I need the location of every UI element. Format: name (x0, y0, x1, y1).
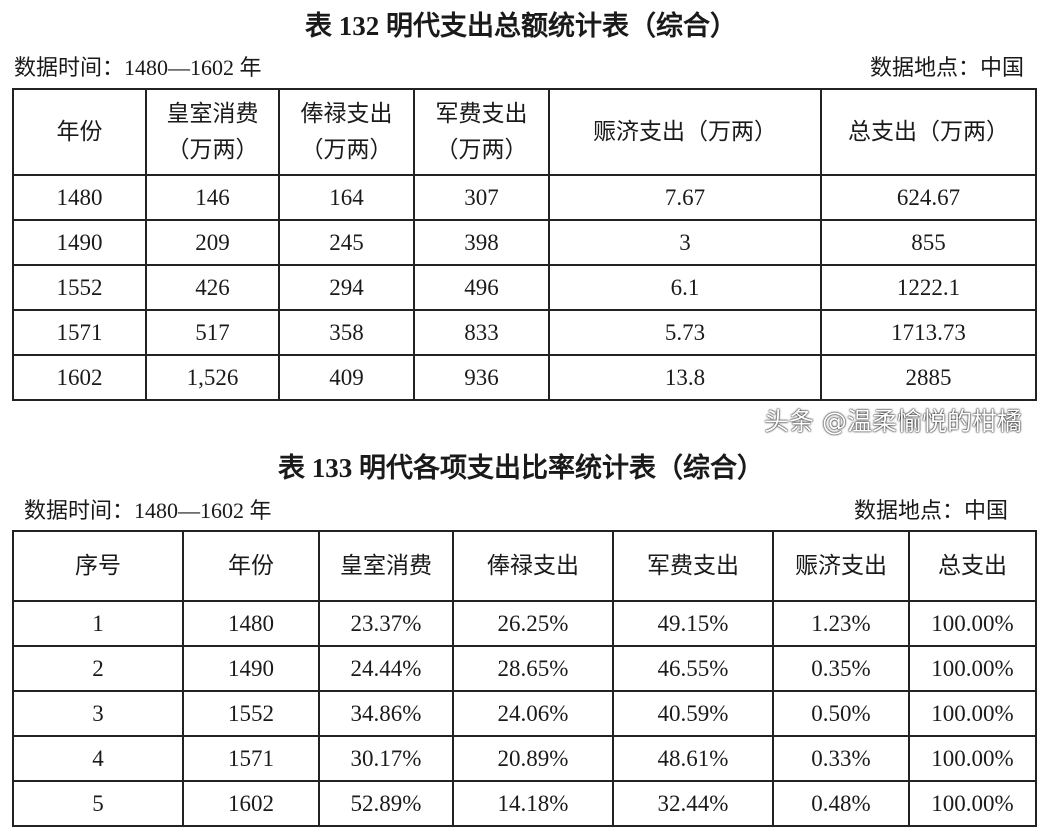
table-cell: 1713.73 (820, 309, 1037, 356)
table-cell: 24.06% (452, 690, 614, 737)
table-cell: 14.18% (452, 780, 614, 827)
table-cell: 13.8 (548, 354, 822, 401)
table-row: 1480 146 164 307 7.67 624.67 (12, 174, 1037, 221)
column-header: 赈济支出 (772, 530, 910, 602)
table-cell: 164 (278, 174, 415, 221)
table-cell: 517 (145, 309, 280, 356)
table-cell: 7.67 (548, 174, 822, 221)
column-header: 序号 (12, 530, 184, 602)
table-cell: 30.17% (318, 735, 454, 782)
table-cell: 0.50% (772, 690, 910, 737)
table-cell: 1552 (182, 690, 320, 737)
column-header: 总支出 (908, 530, 1037, 602)
table-cell: 46.55% (612, 645, 774, 692)
table-cell: 307 (413, 174, 550, 221)
table-row: 1 1480 23.37% 26.25% 49.15% 1.23% 100.00% (12, 600, 1037, 647)
table-cell: 0.33% (772, 735, 910, 782)
table-cell: 209 (145, 219, 280, 266)
table-cell: 358 (278, 309, 415, 356)
table-cell: 1.23% (772, 600, 910, 647)
table-cell: 1490 (182, 645, 320, 692)
table-cell: 426 (145, 264, 280, 311)
table-row: 5 1602 52.89% 14.18% 32.44% 0.48% 100.00% (12, 780, 1037, 827)
column-header: 皇室消费（万两） (145, 88, 280, 176)
table-cell: 1480 (182, 600, 320, 647)
column-header: 军费支出（万两） (413, 88, 550, 176)
table2-time: 数据时间：1480—1602 年 (24, 498, 272, 523)
table-cell: 1480 (12, 174, 147, 221)
table-cell: 2885 (820, 354, 1037, 401)
table-cell: 3 (548, 219, 822, 266)
table1-title: 表 132 明代支出总额统计表（综合） (305, 11, 737, 41)
table-cell: 48.61% (612, 735, 774, 782)
table-cell: 146 (145, 174, 280, 221)
watermark: 头条 @温柔愉悦的柑橘 (764, 407, 1022, 436)
table-cell: 1490 (12, 219, 147, 266)
table-cell: 23.37% (318, 600, 454, 647)
table-cell: 833 (413, 309, 550, 356)
table-row: 4 1571 30.17% 20.89% 48.61% 0.33% 100.00% (12, 735, 1037, 782)
table-cell: 5 (12, 780, 184, 827)
table-row: 1490 209 245 398 3 855 (12, 219, 1037, 266)
table-cell: 1552 (12, 264, 147, 311)
table-cell: 52.89% (318, 780, 454, 827)
table-cell: 34.86% (318, 690, 454, 737)
table-cell: 855 (820, 219, 1037, 266)
table-cell: 1571 (12, 309, 147, 356)
table-cell: 496 (413, 264, 550, 311)
table-cell: 40.59% (612, 690, 774, 737)
table1-header-row: 年份 皇室消费（万两） 俸禄支出（万两） 军费支出（万两） 赈济支出（万两） 总支出（万两… (12, 88, 1037, 176)
table-cell: 4 (12, 735, 184, 782)
table-cell: 1602 (182, 780, 320, 827)
table-cell: 100.00% (908, 690, 1037, 737)
table-cell: 398 (413, 219, 550, 266)
column-header: 皇室消费 (318, 530, 454, 602)
table-cell: 1602 (12, 354, 147, 401)
table-cell: 100.00% (908, 600, 1037, 647)
table2-place: 数据地点：中国 (853, 498, 1008, 523)
table-row: 1552 426 294 496 6.1 1222.1 (12, 264, 1037, 311)
table-cell: 245 (278, 219, 415, 266)
table-cell: 1571 (182, 735, 320, 782)
table-row: 2 1490 24.44% 28.65% 46.55% 0.35% 100.00% (12, 645, 1037, 692)
table-cell: 49.15% (612, 600, 774, 647)
table-cell: 1222.1 (820, 264, 1037, 311)
table-row: 1571 517 358 833 5.73 1713.73 (12, 309, 1037, 356)
column-header: 年份 (182, 530, 320, 602)
table-row: 3 1552 34.86% 24.06% 40.59% 0.50% 100.00% (12, 690, 1037, 737)
table-cell: 294 (278, 264, 415, 311)
column-header: 俸禄支出（万两） (278, 88, 415, 176)
column-header: 军费支出 (612, 530, 774, 602)
table-cell: 28.65% (452, 645, 614, 692)
table-cell: 624.67 (820, 174, 1037, 221)
column-header: 赈济支出（万两） (548, 88, 822, 176)
table2-header-row: 序号 年份 皇室消费 俸禄支出 军费支出 赈济支出 总支出 (12, 530, 1037, 602)
table-cell: 32.44% (612, 780, 774, 827)
table-cell: 3 (12, 690, 184, 737)
column-header: 年份 (12, 88, 147, 176)
table2: 序号 年份 皇室消费 俸禄支出 军费支出 赈济支出 总支出 1 1480 23.37% 26.25… (12, 530, 1037, 827)
table-cell: 100.00% (908, 645, 1037, 692)
table-cell: 0.35% (772, 645, 910, 692)
table1: 年份 皇室消费（万两） 俸禄支出（万两） 军费支出（万两） 赈济支出（万两） 总支出（万两… (12, 88, 1037, 401)
table-cell: 100.00% (908, 735, 1037, 782)
table1-time: 数据时间：1480—1602 年 (14, 55, 262, 80)
table-cell: 20.89% (452, 735, 614, 782)
table-cell: 936 (413, 354, 550, 401)
table-cell: 1,526 (145, 354, 280, 401)
table-cell: 24.44% (318, 645, 454, 692)
table-cell: 0.48% (772, 780, 910, 827)
table2-title: 表 133 明代各项支出比率统计表（综合） (278, 453, 764, 483)
table-cell: 2 (12, 645, 184, 692)
table-cell: 409 (278, 354, 415, 401)
table-cell: 5.73 (548, 309, 822, 356)
table-cell: 6.1 (548, 264, 822, 311)
column-header: 俸禄支出 (452, 530, 614, 602)
table-cell: 100.00% (908, 780, 1037, 827)
table1-place: 数据地点：中国 (869, 55, 1024, 80)
table-row: 1602 1,526 409 936 13.8 2885 (12, 354, 1037, 401)
column-header: 总支出（万两） (820, 88, 1037, 176)
table-cell: 1 (12, 600, 184, 647)
table-cell: 26.25% (452, 600, 614, 647)
